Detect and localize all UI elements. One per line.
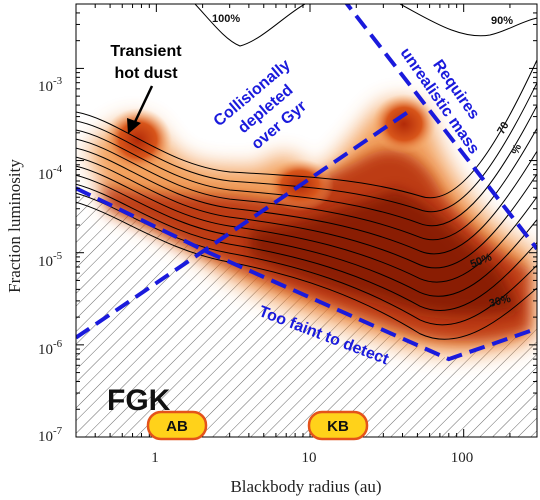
badge-ab-shape	[146, 410, 208, 441]
contour-line	[76, 59, 537, 199]
annotation-transient: Transient	[110, 43, 182, 60]
contour-label-70-percent: %	[510, 143, 525, 157]
y-axis-title: Fraction luminosity	[5, 159, 24, 293]
tick-marks	[75, 3, 538, 438]
x-axis-title: Blackbody radius (au)	[230, 477, 381, 496]
y-tick-label: 10-3	[38, 75, 63, 95]
contour-label-30: 30%	[488, 293, 512, 310]
contour-line	[76, 165, 537, 283]
contour-label-70: 70	[495, 120, 512, 137]
belt-badge-ab: AB	[146, 410, 208, 441]
sensitivity-limit-line	[76, 108, 412, 340]
density-dark-core	[250, 190, 520, 316]
contour-label-90: 90%	[491, 15, 513, 27]
arrow-head-icon	[127, 118, 141, 134]
transient-hot-dust-annotation: Transient hot dust	[110, 43, 182, 134]
contour-line	[76, 201, 537, 340]
x-tick-label: 10	[302, 450, 317, 466]
badge-ab-label: AB	[166, 418, 188, 435]
detection-limit-line	[76, 186, 537, 362]
belt-badge-kb: KB	[307, 410, 369, 441]
contour-line	[399, 4, 537, 37]
contour-line	[76, 174, 537, 297]
contour-100	[194, 4, 306, 47]
mass-limit-line	[344, 4, 537, 251]
annotation-hot-dust: hot dust	[114, 65, 178, 82]
contour-line	[76, 105, 537, 227]
plot-frame	[75, 3, 538, 438]
peak-blob	[372, 94, 436, 154]
x-tick-label: 1	[151, 450, 159, 466]
y-tick-label: 10-4	[38, 163, 63, 183]
annotation-arrow	[132, 85, 154, 125]
y-tick-label: 10-5	[38, 250, 63, 270]
contour-line	[76, 156, 537, 269]
x-tick-label: 100	[451, 450, 474, 466]
y-tick-labels: 10-7 10-6 10-5 10-4 10-3	[38, 75, 63, 445]
contour-line	[76, 183, 537, 312]
badge-kb-shape	[307, 410, 369, 441]
contour-line	[76, 147, 537, 255]
contour-lines	[76, 4, 537, 340]
contour-label-100: 100%	[212, 13, 240, 25]
contour-line	[76, 128, 537, 241]
badge-kb-label: KB	[327, 418, 349, 435]
y-tick-label: 10-7	[38, 425, 63, 445]
collisional-annotation: Collisionally depleted over Gyr	[211, 56, 310, 153]
y-tick-label: 10-6	[38, 338, 63, 358]
